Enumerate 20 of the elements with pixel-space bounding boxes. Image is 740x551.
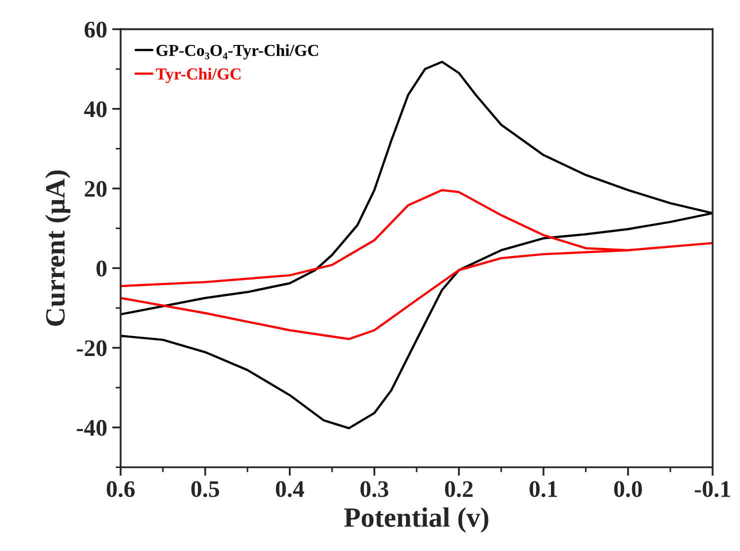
line-series [120, 60, 713, 430]
y-tick-label: -20 [76, 340, 107, 356]
y-tick-label: -40 [76, 420, 107, 436]
x-tick-label: 0.0 [614, 481, 642, 498]
x-tick-label: 0.3 [360, 481, 388, 498]
line-series [120, 188, 713, 340]
y-tick-label: 20 [84, 180, 107, 197]
y-axis-title: Current (μA) [45, 170, 70, 326]
x-tick-label: 0.6 [106, 481, 135, 498]
x-axis-title: Potential (v) [344, 507, 488, 533]
y-tick-label: 60 [84, 22, 107, 38]
y-tick-label: 40 [84, 101, 107, 118]
x-tick-label: 0.5 [191, 481, 220, 498]
x-tick-label: -0.1 [694, 481, 730, 498]
legend-label: GP-Co₃O₄-Tyr-Chi/GC [156, 44, 318, 60]
legend-label: Tyr-Chi/GC [156, 68, 240, 84]
x-tick-label: 0.1 [530, 481, 558, 498]
x-tick-label: 0.4 [276, 481, 304, 498]
x-tick-label: 0.2 [445, 481, 473, 498]
y-tick-label: 0 [96, 260, 107, 277]
